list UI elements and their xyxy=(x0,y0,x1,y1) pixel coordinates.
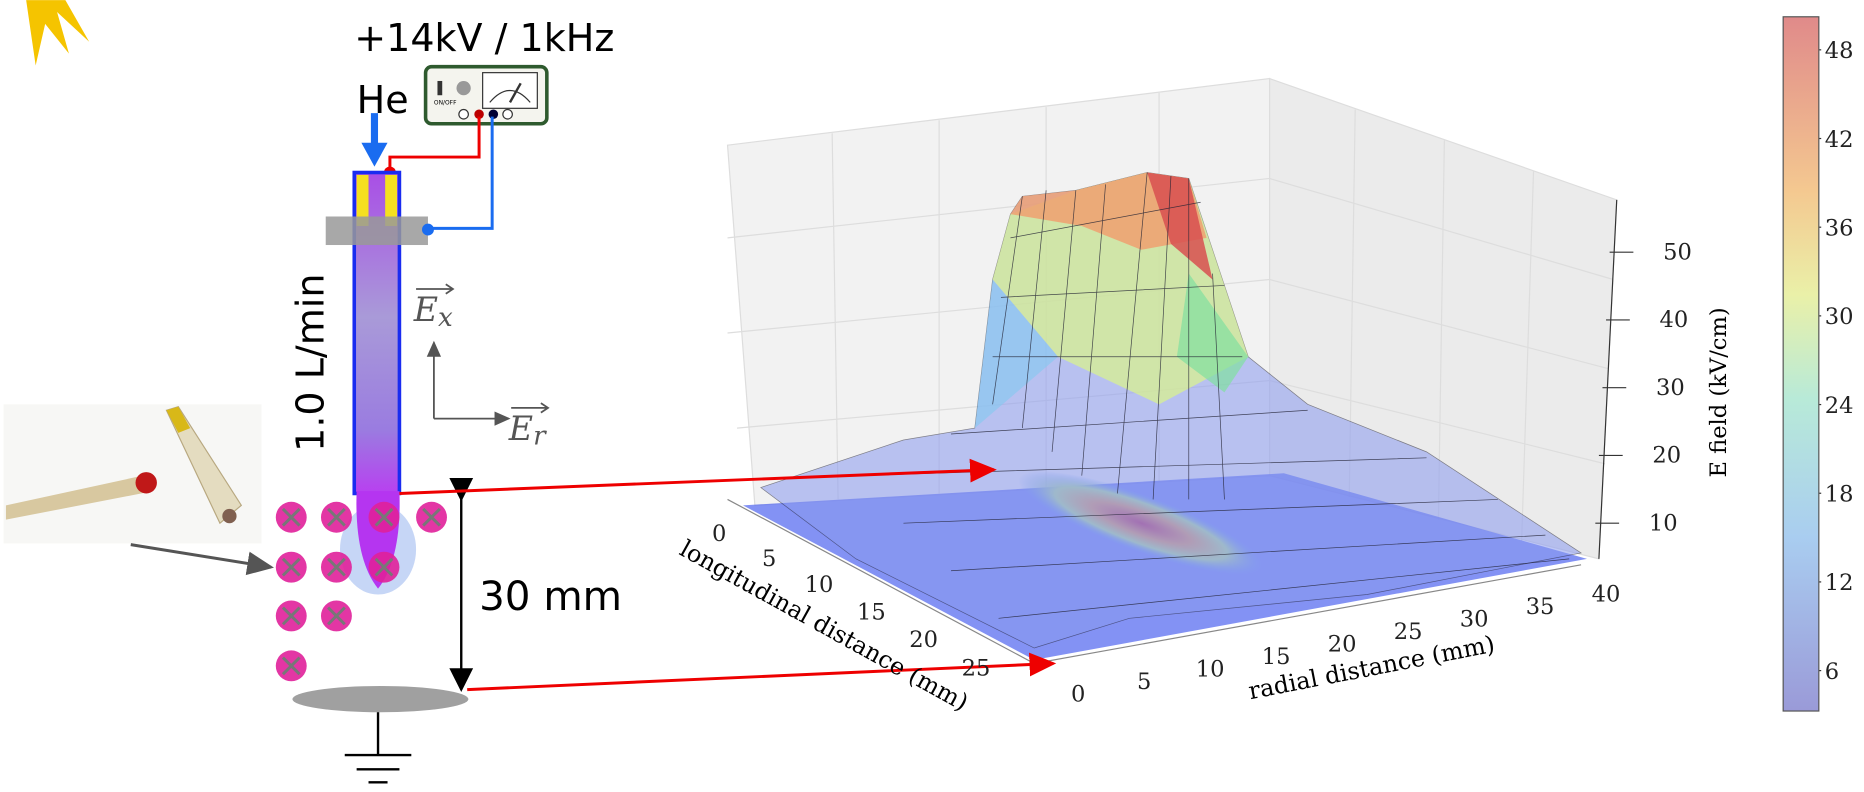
ground-plate xyxy=(292,686,469,713)
measurement-point xyxy=(320,551,352,583)
y-tick-label: 0 xyxy=(1071,682,1085,708)
measurement-point xyxy=(368,551,400,583)
field-r-sub: r xyxy=(533,422,547,452)
point-cross xyxy=(327,557,346,577)
y-tick-label: 25 xyxy=(1394,619,1423,645)
voltage-label: +14kV / 1kHz xyxy=(354,16,614,60)
ground-wire xyxy=(427,116,494,230)
point-cross xyxy=(327,606,346,626)
y-tick-label: 5 xyxy=(1137,669,1151,695)
colorbar-tick-label: 30 xyxy=(1825,304,1854,330)
hv-wire xyxy=(388,116,481,173)
point-cross xyxy=(281,606,301,626)
colorbar-tick-label: 42 xyxy=(1825,127,1854,153)
z-tick-label: 30 xyxy=(1656,375,1685,401)
colorbar-label: E field (kV/cm) xyxy=(1706,307,1732,477)
x-tick-label: 20 xyxy=(909,627,938,653)
colorbar-tick-label: 24 xyxy=(1825,393,1854,419)
point-cross xyxy=(281,557,301,577)
field-x-symbol: E xyxy=(413,290,438,329)
y-tick-label: 30 xyxy=(1460,607,1489,633)
z-tick-label: 10 xyxy=(1649,510,1678,536)
measurement-point xyxy=(275,650,307,682)
colorbar-tick-label: 12 xyxy=(1825,570,1854,596)
measurement-point xyxy=(275,600,307,632)
colorbar-tick-label: 48 xyxy=(1825,38,1854,64)
x-tick-label: 10 xyxy=(805,572,834,598)
power-supply: ON/OFF xyxy=(423,64,549,126)
link-arrow xyxy=(467,652,1057,692)
point-cross xyxy=(422,507,441,527)
probe-arrow xyxy=(130,543,274,576)
point-cross xyxy=(281,507,301,527)
colorbar xyxy=(1782,16,1820,712)
sun-decoration xyxy=(26,0,90,66)
y-tick-label: 15 xyxy=(1262,644,1291,670)
point-cross xyxy=(374,507,394,527)
measurement-point xyxy=(275,551,307,583)
z-tick-label: 20 xyxy=(1652,443,1681,469)
measurement-points xyxy=(275,501,447,682)
measurement-point xyxy=(368,501,400,533)
measurement-point xyxy=(320,501,352,533)
switch-label: ON/OFF xyxy=(434,100,457,107)
z-axis-line xyxy=(1598,199,1618,559)
gas-arrow-head xyxy=(361,142,388,167)
ground-symbol xyxy=(344,712,412,784)
measurement-point xyxy=(275,501,307,533)
probe-photo xyxy=(3,404,262,544)
y-tick-label: 35 xyxy=(1526,594,1555,620)
colorbar-tick-label: 18 xyxy=(1825,482,1854,508)
point-cross xyxy=(327,507,346,527)
x-tick-label: 25 xyxy=(962,655,991,681)
gap-label: 30 mm xyxy=(479,572,622,620)
colorbar-tick-label: 36 xyxy=(1825,216,1854,242)
y-tick-label: 40 xyxy=(1592,582,1621,608)
colorbar-tick-label: 6 xyxy=(1825,659,1839,685)
y-tick-label: 20 xyxy=(1328,632,1357,658)
point-cross xyxy=(374,557,394,577)
y-tick-label: 10 xyxy=(1196,657,1225,683)
x-tick-label: 5 xyxy=(762,546,776,572)
x-tick-label: 0 xyxy=(712,521,726,547)
flow-label: 1.0 L/min xyxy=(288,274,332,452)
field-r-label: Er xyxy=(508,409,547,452)
z-tick-label: 50 xyxy=(1663,239,1692,265)
measurement-point xyxy=(416,501,447,533)
gas-label: He xyxy=(357,78,409,122)
point-cross xyxy=(281,656,301,676)
x-tick-label: 15 xyxy=(857,599,886,625)
plot-axes: 0 5 10 15 20 25 0 5 10 15 20 25 30 35 40 10 20 30 40 50 6 12 1… xyxy=(712,38,1853,707)
measurement-point xyxy=(320,600,352,632)
field-x-label: Ex xyxy=(413,290,453,333)
z-tick-label: 40 xyxy=(1660,307,1689,333)
field-x-sub: x xyxy=(438,303,453,333)
field-r-symbol: E xyxy=(508,409,533,448)
surface xyxy=(742,172,1588,660)
field-axes xyxy=(416,283,550,426)
link-arrow xyxy=(399,458,997,495)
